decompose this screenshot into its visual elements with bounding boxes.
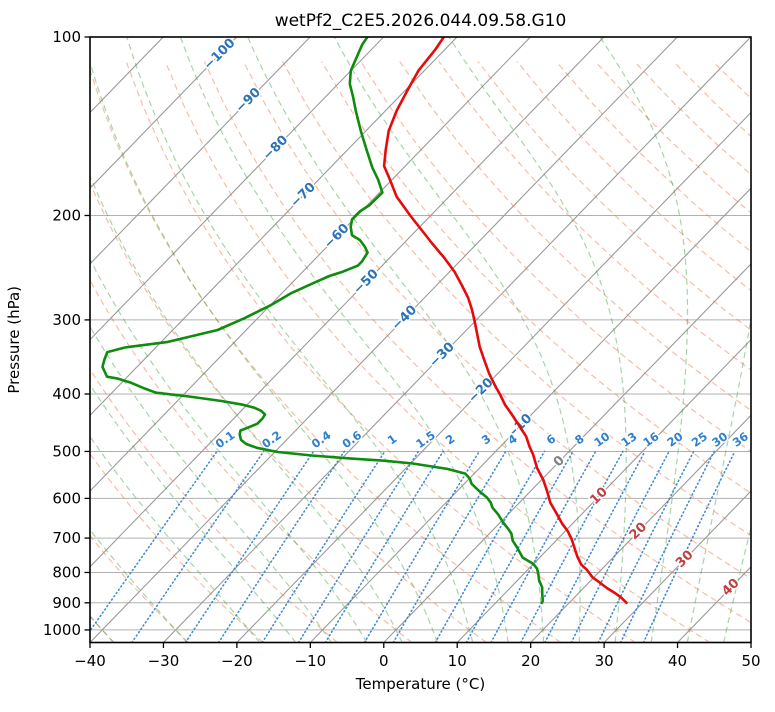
- x-tick-label: 30: [595, 652, 614, 670]
- y-tick-label: 100: [52, 28, 81, 46]
- x-tick-label: 0: [379, 652, 389, 670]
- y-tick-label: 200: [52, 206, 81, 224]
- y-tick-label: 1000: [43, 621, 81, 639]
- x-tick-label: −10: [295, 652, 327, 670]
- y-tick-label: 300: [52, 311, 81, 329]
- x-tick-label: 20: [521, 652, 540, 670]
- y-tick-label: 700: [52, 529, 81, 547]
- y-tick-label: 900: [52, 594, 81, 612]
- y-tick-label: 800: [52, 563, 81, 581]
- x-axis-label: Temperature (°C): [355, 675, 485, 693]
- y-tick-label: 600: [52, 489, 81, 507]
- x-tick-label: 10: [448, 652, 467, 670]
- x-tick-label: −40: [74, 652, 106, 670]
- x-tick-label: −20: [221, 652, 253, 670]
- x-tick-label: 40: [668, 652, 687, 670]
- x-tick-label: −30: [148, 652, 180, 670]
- y-axis-label: Pressure (hPa): [5, 286, 23, 394]
- y-tick-label: 500: [52, 442, 81, 460]
- chart-title: wetPf2_C2E5.2026.044.09.58.G10: [275, 11, 567, 31]
- x-tick-label: 50: [741, 652, 760, 670]
- y-tick-label: 400: [52, 385, 81, 403]
